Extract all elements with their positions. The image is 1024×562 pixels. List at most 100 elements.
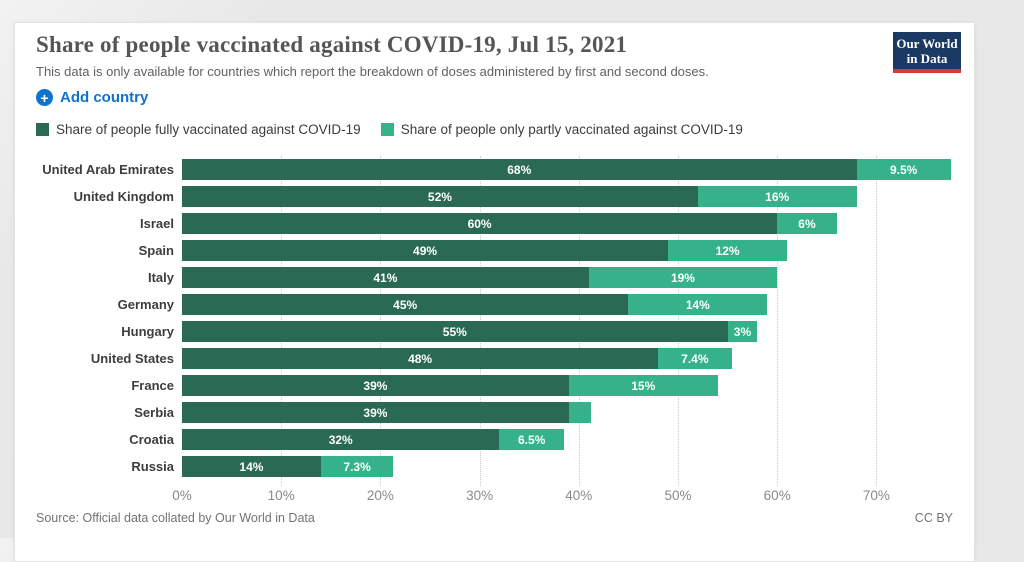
x-axis-tick: 40% <box>565 488 593 503</box>
bar-segment-fully[interactable]: 45% <box>182 294 629 315</box>
add-country-button[interactable]: + Add country <box>36 89 148 106</box>
bar-value-label: 3% <box>733 324 752 339</box>
owid-logo-line2: in Data <box>906 51 948 66</box>
x-axis-tick: 70% <box>862 488 890 503</box>
bar-row: Russia 14% 7.3% <box>15 453 976 480</box>
country-label[interactable]: Russia <box>131 459 174 474</box>
bar-row: Germany 45% 14% <box>15 291 976 318</box>
bar-value-label: 16% <box>765 189 790 204</box>
bar-value-label: 45% <box>393 297 418 312</box>
legend-item-partly: Share of people only partly vaccinated a… <box>380 122 743 137</box>
country-label[interactable]: Hungary <box>121 324 174 339</box>
bar-segment-partly[interactable]: 16% <box>697 186 857 207</box>
bar-track: 14% 7.3% <box>182 456 394 477</box>
bar-track: 39% 15% <box>182 375 718 396</box>
country-label[interactable]: United States <box>90 351 174 366</box>
bar-value-label: 15% <box>631 378 656 393</box>
bar-track: 55% 3% <box>182 321 758 342</box>
gridline-70 <box>876 156 878 486</box>
x-axis-tick: 0% <box>172 488 192 503</box>
bar-row: Israel 60% 6% <box>15 210 976 237</box>
bar-segment-partly[interactable]: 14% <box>628 294 768 315</box>
bar-segment-fully[interactable]: 49% <box>182 240 669 261</box>
legend-swatch-partly-icon <box>380 123 394 136</box>
page-subtitle: This data is only available for countrie… <box>36 64 709 79</box>
bar-track: 48% 7.4% <box>182 348 732 369</box>
bar-track: 60% 6% <box>182 213 837 234</box>
bar-value-label: 9.5% <box>889 162 918 177</box>
bar-row: Italy 41% 19% <box>15 264 976 291</box>
x-axis-tick: 10% <box>267 488 295 503</box>
bar-value-label: 39% <box>363 405 388 420</box>
bar-row: Croatia 32% 6.5% <box>15 426 976 453</box>
bar-value-label: 7.4% <box>681 351 709 366</box>
bar-value-label: 52% <box>427 189 452 204</box>
page-title: Share of people vaccinated against COVID… <box>36 32 628 57</box>
legend-item-fully: Share of people fully vaccinated against… <box>36 122 361 137</box>
bar-track: 32% 6.5% <box>182 429 564 450</box>
bar-track: 52% 16% <box>182 186 857 207</box>
bar-track: 41% 19% <box>182 267 778 288</box>
bar-value-label: 6% <box>798 216 816 231</box>
bar-segment-fully[interactable]: 68% <box>182 159 857 180</box>
bar-row: Hungary 55% 3% <box>15 318 976 345</box>
x-axis-tick: 30% <box>466 488 494 503</box>
bar-segment-partly[interactable]: 19% <box>588 267 778 288</box>
bar-row: Spain 49% 12% <box>15 237 976 264</box>
country-label[interactable]: Germany <box>117 297 174 312</box>
source-note: Source: Official data collated by Our Wo… <box>36 511 315 525</box>
bar-value-label: 32% <box>328 432 353 447</box>
legend-label-partly: Share of people only partly vaccinated a… <box>400 122 743 137</box>
bar-segment-partly[interactable]: 6% <box>777 213 837 234</box>
x-axis-tick: 20% <box>366 488 394 503</box>
legend-label-fully: Share of people fully vaccinated against… <box>56 122 361 137</box>
bar-segment-partly[interactable]: 6.5% <box>499 429 564 450</box>
bar-segment-fully[interactable]: 32% <box>182 429 500 450</box>
bar-track: 68% 9.5% <box>182 159 951 180</box>
country-label[interactable]: Croatia <box>129 432 174 447</box>
legend-swatch-fully-icon <box>36 123 49 136</box>
bar-row: France 39% 15% <box>15 372 976 399</box>
bar-segment-partly[interactable]: 12% <box>668 240 788 261</box>
bar-value-label: 60% <box>467 216 492 231</box>
bar-value-label: 39% <box>363 378 388 393</box>
bar-track: 49% 12% <box>182 240 788 261</box>
bar-segment-partly[interactable] <box>568 402 591 423</box>
bar-segment-partly[interactable]: 3% <box>727 321 758 342</box>
bar-segment-partly[interactable]: 15% <box>568 375 718 396</box>
bar-segment-partly[interactable]: 7.4% <box>658 348 732 369</box>
owid-logo[interactable]: Our World in Data <box>893 32 961 73</box>
x-axis-tick: 60% <box>763 488 791 503</box>
bar-segment-fully[interactable]: 41% <box>182 267 589 288</box>
owid-logo-line1: Our World <box>896 36 958 51</box>
bar-row: United Arab Emirates 68% 9.5% <box>15 156 976 183</box>
bar-value-label: 49% <box>413 243 438 258</box>
license-link[interactable]: CC BY <box>914 511 953 525</box>
legend: Share of people fully vaccinated against… <box>36 122 743 137</box>
bar-row: United States 48% 7.4% <box>15 345 976 372</box>
bar-row: United Kingdom 52% 16% <box>15 183 976 210</box>
bar-segment-fully[interactable]: 52% <box>182 186 698 207</box>
bar-value-label: 14% <box>239 459 264 474</box>
country-label[interactable]: Serbia <box>134 405 174 420</box>
bar-segment-fully[interactable]: 39% <box>182 375 569 396</box>
bar-segment-fully[interactable]: 48% <box>182 348 659 369</box>
chart-footer: Source: Official data collated by Our Wo… <box>36 511 953 525</box>
bar-segment-partly[interactable]: 9.5% <box>856 159 951 180</box>
bar-value-label: 68% <box>507 162 532 177</box>
bar-segment-fully[interactable]: 60% <box>182 213 778 234</box>
country-label[interactable]: Israel <box>140 216 174 231</box>
bar-value-label: 6.5% <box>517 432 546 447</box>
country-label[interactable]: Spain <box>138 243 174 258</box>
bar-segment-fully[interactable]: 14% <box>182 456 321 477</box>
bar-value-label: 12% <box>715 243 740 258</box>
bar-segment-fully[interactable]: 55% <box>182 321 728 342</box>
country-label[interactable]: Italy <box>147 270 174 285</box>
bar-segment-partly[interactable]: 7.3% <box>320 456 394 477</box>
plus-icon: + <box>36 89 53 106</box>
country-label[interactable]: United Arab Emirates <box>42 162 174 177</box>
country-label[interactable]: United Kingdom <box>73 189 174 204</box>
bar-value-label: 48% <box>408 351 433 366</box>
bar-segment-fully[interactable]: 39% <box>182 402 569 423</box>
country-label[interactable]: France <box>131 378 174 393</box>
